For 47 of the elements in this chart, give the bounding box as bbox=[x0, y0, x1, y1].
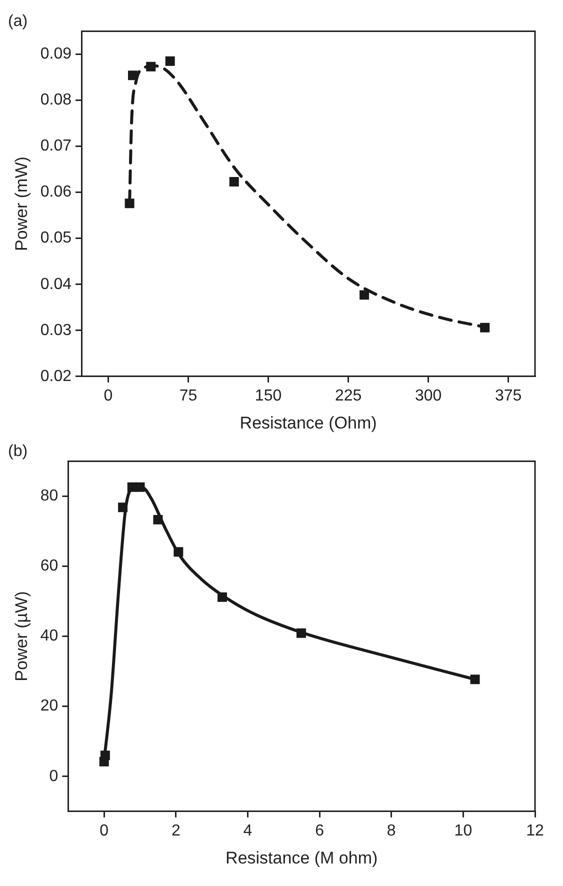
point bbox=[470, 674, 480, 684]
y-tick-label: 0.07 bbox=[40, 138, 72, 155]
x-tick-label: 10 bbox=[454, 822, 472, 840]
y-tick-label: 40 bbox=[40, 628, 58, 645]
x-axis-title: Resistance (Ohm) bbox=[240, 413, 377, 432]
point bbox=[124, 198, 134, 208]
x-tick-label: 2 bbox=[171, 822, 180, 840]
y-axis-title: Power (mW) bbox=[12, 156, 31, 252]
point bbox=[296, 628, 306, 638]
point bbox=[128, 70, 138, 80]
x-tick-label: 375 bbox=[494, 387, 522, 404]
x-tick-label: 75 bbox=[179, 387, 198, 404]
y-tick-label: 0 bbox=[49, 768, 58, 785]
point bbox=[153, 514, 163, 524]
y-tick-label: 0.05 bbox=[40, 230, 72, 247]
point bbox=[218, 592, 227, 602]
x-axis-title: Resistance (M ohm) bbox=[226, 848, 378, 868]
y-tick-label: 0.06 bbox=[40, 184, 72, 201]
point bbox=[165, 56, 175, 66]
x-tick-label: 300 bbox=[414, 387, 442, 404]
x-tick-label: 6 bbox=[315, 822, 324, 840]
point bbox=[229, 176, 239, 186]
point bbox=[100, 750, 110, 760]
x-tick-label: 0 bbox=[104, 387, 113, 404]
chart-title: (a) bbox=[8, 13, 28, 30]
y-tick-label: 80 bbox=[40, 488, 58, 505]
x-tick-label: 4 bbox=[243, 822, 252, 840]
point bbox=[174, 547, 184, 557]
y-tick-label: 0.02 bbox=[40, 368, 72, 385]
y-axis-title: Power (µW) bbox=[12, 591, 31, 682]
y-tick-label: 0.09 bbox=[40, 46, 72, 63]
x-tick-label: 225 bbox=[334, 387, 362, 404]
x-tick-label: 8 bbox=[386, 822, 396, 840]
x-tick-label: 150 bbox=[254, 387, 282, 404]
point bbox=[135, 482, 145, 492]
y-tick-label: 20 bbox=[40, 698, 58, 715]
y-tick-label: 0.03 bbox=[40, 322, 72, 339]
y-tick-label: 0.04 bbox=[40, 276, 72, 293]
point bbox=[480, 322, 490, 332]
chart-title: (b) bbox=[8, 443, 28, 460]
y-tick-label: 60 bbox=[40, 558, 58, 575]
point bbox=[360, 290, 370, 300]
point bbox=[118, 502, 128, 512]
x-tick-label: 12 bbox=[526, 822, 544, 840]
x-tick-label: 0 bbox=[100, 822, 109, 840]
point bbox=[146, 62, 156, 72]
y-tick-label: 0.08 bbox=[40, 92, 72, 109]
